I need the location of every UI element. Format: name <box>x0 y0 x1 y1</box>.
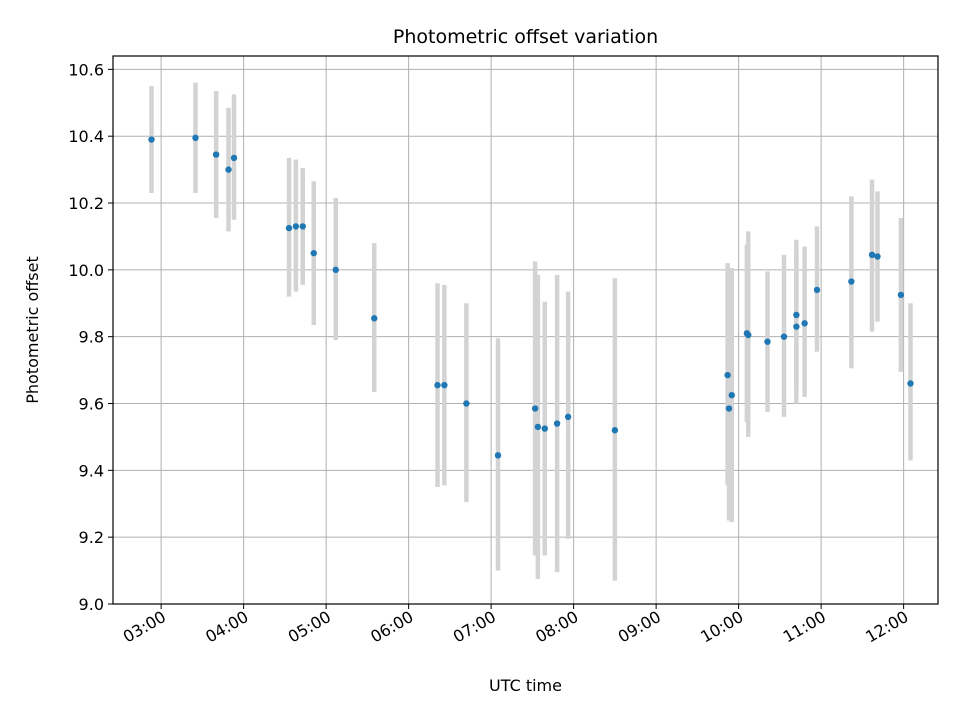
data-points <box>148 134 914 459</box>
data-point <box>463 400 470 407</box>
data-point <box>907 380 914 387</box>
data-point <box>793 311 800 319</box>
x-tick-label: 08:00 <box>532 607 581 647</box>
data-point <box>801 320 808 327</box>
data-point <box>564 413 572 421</box>
data-point <box>371 315 378 322</box>
error-bars <box>149 82 913 581</box>
data-point <box>310 249 317 257</box>
data-point <box>724 371 731 379</box>
data-point <box>764 338 771 345</box>
data-point <box>541 425 548 432</box>
x-axis: 03:00 04:00 05:00 06:00 07:00 08:00 09:00 10:00… <box>120 604 912 647</box>
data-point <box>611 427 619 434</box>
data-point <box>225 166 232 173</box>
x-tick-label: 07:00 <box>450 607 499 647</box>
data-point <box>745 331 752 339</box>
x-tick-label: 09:00 <box>615 607 664 647</box>
data-point <box>212 151 220 158</box>
data-point <box>148 136 155 143</box>
data-point <box>874 253 881 260</box>
x-tick-label: 04:00 <box>202 607 251 647</box>
chart-title: Photometric offset variation <box>393 26 658 48</box>
plot-frame <box>112 55 939 605</box>
y-tick-label: 9.6 <box>79 395 104 414</box>
y-tick-label: 10.4 <box>68 127 104 146</box>
data-point <box>553 420 561 427</box>
x-tick-label: 11:00 <box>780 607 829 647</box>
data-point <box>848 278 855 285</box>
data-point <box>780 333 788 340</box>
y-axis: 9.0 9.2 9.4 9.6 9.8 10.0 10.2 10.4 10.6 <box>68 60 113 614</box>
data-point <box>868 251 876 259</box>
data-point <box>299 223 306 230</box>
data-point <box>813 286 821 294</box>
x-axis-label: UTC time <box>489 676 562 695</box>
y-tick-label: 9.8 <box>79 328 104 347</box>
y-axis-label: Photometric offset <box>23 256 42 404</box>
y-tick-label: 10.2 <box>68 194 104 213</box>
data-point <box>494 452 502 459</box>
data-point <box>230 154 238 162</box>
data-point <box>793 323 800 330</box>
data-point <box>441 381 448 389</box>
y-tick-label: 9.2 <box>79 528 104 547</box>
y-tick-label: 10.6 <box>68 60 104 79</box>
x-tick-label: 12:00 <box>862 607 911 647</box>
x-tick-label: 10:00 <box>697 607 746 647</box>
data-point <box>285 224 293 232</box>
data-point <box>534 423 542 431</box>
x-tick-label: 06:00 <box>367 607 416 647</box>
x-tick-label: 05:00 <box>285 607 334 647</box>
data-point <box>897 291 905 299</box>
y-tick-label: 10.0 <box>68 261 104 280</box>
data-point <box>725 405 733 412</box>
data-point <box>192 134 199 142</box>
y-tick-label: 9.0 <box>79 595 104 614</box>
data-point <box>531 405 539 412</box>
data-point <box>292 223 300 230</box>
grid <box>113 56 938 605</box>
x-tick-label: 03:00 <box>120 607 169 647</box>
y-tick-label: 9.4 <box>79 461 104 480</box>
data-point <box>728 391 735 399</box>
data-point <box>434 381 441 389</box>
data-point <box>332 266 339 274</box>
